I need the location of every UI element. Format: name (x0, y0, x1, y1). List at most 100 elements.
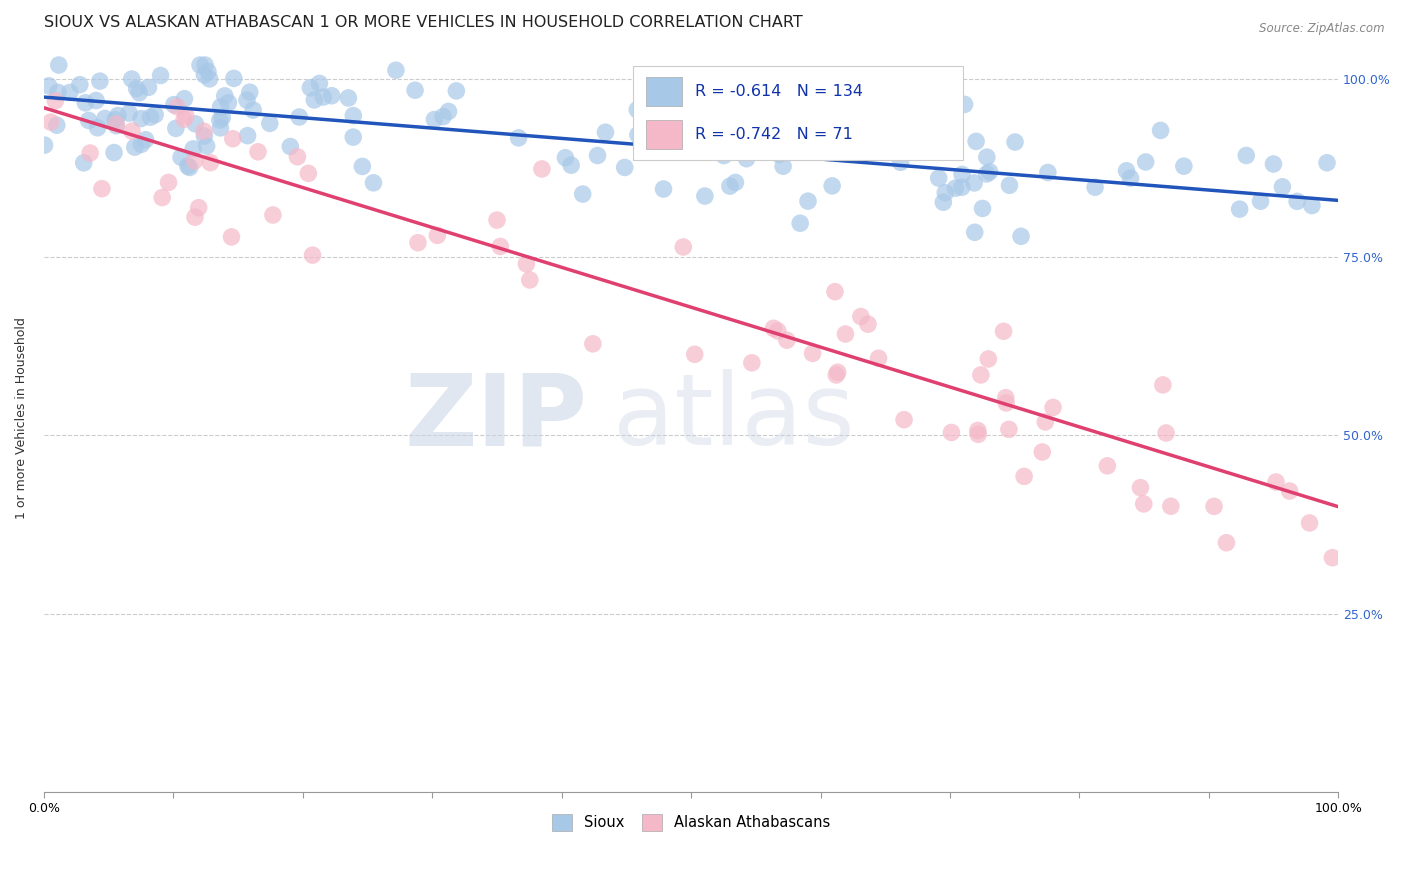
Point (209, 120, 232, 135)
Point (124, 140, 146, 154)
Point (713, 148, 735, 162)
Point (125, 81, 148, 95)
Point (135, 133, 157, 147)
Point (48, 58, 70, 72)
Point (75, 95, 97, 110)
Point (404, 83, 426, 97)
Point (90, 182, 112, 196)
Point (139, 110, 162, 124)
Point (652, 182, 675, 196)
Point (860, 137, 883, 152)
Point (613, 161, 636, 175)
Point (554, 151, 576, 165)
Point (73, 156, 96, 170)
Point (824, 285, 846, 299)
Point (724, 175, 747, 189)
Point (932, 195, 955, 210)
Point (184, 117, 207, 131)
Point (1316, 155, 1339, 169)
Point (530, 161, 553, 176)
Point (1097, 458, 1119, 473)
Point (789, 216, 811, 230)
FancyBboxPatch shape (633, 66, 963, 160)
Point (1173, 159, 1195, 173)
Point (288, 110, 311, 124)
Point (262, 208, 284, 222)
Point (259, 116, 281, 130)
Point (766, 324, 789, 338)
Text: SIOUX VS ALASKAN ATHABASCAN 1 OR MORE VEHICLES IN HOUSEHOLD CORRELATION CHART: SIOUX VS ALASKAN ATHABASCAN 1 OR MORE VE… (44, 15, 803, 30)
Point (1012, 469, 1035, 483)
Point (198, 71, 221, 86)
Point (183, 153, 205, 168)
Point (301, 248, 323, 262)
Point (174, 109, 197, 123)
Legend: Sioux, Alaskan Athabascans: Sioux, Alaskan Athabascans (546, 808, 837, 837)
Point (976, 167, 998, 181)
Point (84, 94, 107, 108)
Point (1298, 516, 1320, 530)
Point (998, 422, 1021, 436)
Point (772, 159, 794, 173)
Point (166, 100, 188, 114)
Point (239, 85, 262, 99)
Point (995, 396, 1018, 410)
Point (138, 80, 160, 95)
Point (950, 168, 973, 182)
Point (1135, 155, 1157, 169)
FancyBboxPatch shape (645, 120, 682, 149)
Point (89, 74, 111, 88)
Point (149, 69, 172, 83)
Point (446, 84, 468, 98)
Point (165, 121, 187, 136)
Point (718, 179, 741, 194)
Point (900, 139, 922, 153)
Point (195, 139, 218, 153)
Point (977, 351, 1000, 366)
Point (236, 128, 259, 143)
Point (247, 145, 270, 159)
Point (299, 80, 322, 95)
Point (187, 201, 209, 215)
Point (179, 161, 201, 175)
Point (118, 106, 141, 120)
Point (278, 139, 301, 153)
Point (1149, 123, 1171, 137)
Point (515, 257, 537, 271)
Point (39, 115, 62, 129)
Point (426, 228, 449, 243)
Point (121, 72, 143, 87)
Point (222, 71, 245, 86)
Point (928, 171, 950, 186)
Point (827, 365, 849, 379)
Point (560, 158, 582, 172)
Point (173, 112, 195, 127)
Point (821, 178, 844, 193)
Point (998, 178, 1021, 193)
Point (1115, 163, 1137, 178)
Point (891, 133, 914, 147)
Point (103, 145, 125, 160)
Point (197, 64, 219, 78)
Point (1215, 535, 1237, 549)
Point (993, 324, 1015, 338)
Point (46, 86, 69, 100)
Point (222, 132, 245, 146)
Point (193, 129, 215, 144)
Point (657, 109, 679, 123)
Text: atlas: atlas (613, 369, 855, 467)
Point (1265, 475, 1288, 489)
Point (437, 104, 460, 119)
Point (994, 391, 1017, 405)
Point (1154, 425, 1177, 440)
Point (900, 140, 922, 154)
Y-axis label: 1 or more Vehicles in Household: 1 or more Vehicles in Household (15, 317, 28, 518)
Point (735, 152, 758, 166)
Point (107, 108, 129, 122)
Point (741, 356, 763, 370)
Point (1033, 415, 1056, 429)
Point (129, 137, 152, 152)
Point (44, 94, 66, 108)
Point (105, 119, 128, 133)
Point (1129, 481, 1152, 495)
